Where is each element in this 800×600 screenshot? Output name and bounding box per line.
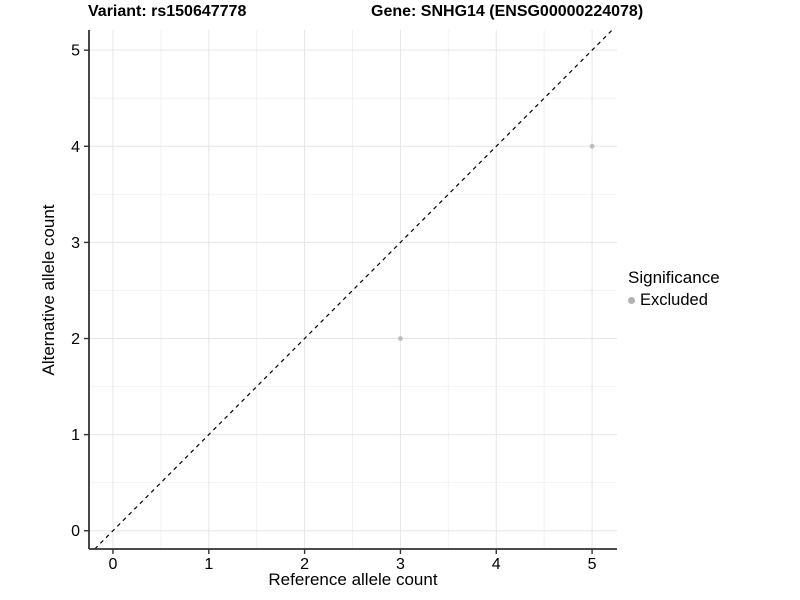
- legend-title: Significance: [628, 268, 720, 287]
- x-tick-label: 2: [300, 556, 309, 573]
- x-axis-label: Reference allele count: [268, 570, 438, 589]
- identity-line: [94, 29, 613, 550]
- data-point: [589, 143, 595, 149]
- data-point: [398, 336, 403, 341]
- y-tick-label: 5: [71, 43, 80, 60]
- plot-title-variant: Variant: rs150647778: [88, 3, 247, 20]
- legend-swatch-icon: [628, 297, 635, 304]
- x-tick-label: 5: [588, 556, 597, 573]
- y-tick-label: 2: [71, 331, 80, 348]
- y-tick-label: 4: [71, 139, 80, 156]
- x-tick-label: 1: [204, 556, 213, 573]
- x-tick-label: 4: [492, 556, 501, 573]
- x-tick-label: 0: [109, 556, 118, 573]
- x-tick-label: 3: [396, 556, 405, 573]
- y-tick-label: 1: [71, 427, 80, 444]
- legend: Significance Excluded: [628, 268, 720, 310]
- legend-items: Excluded: [628, 291, 720, 310]
- y-tick-label: 3: [71, 235, 80, 252]
- y-tick-label: 0: [71, 523, 80, 540]
- legend-item-label: Excluded: [640, 291, 708, 309]
- plot-title-gene: Gene: SNHG14 (ENSG00000224078): [371, 3, 644, 20]
- legend-item: Excluded: [628, 291, 720, 310]
- y-axis-label: Alternative allele count: [39, 204, 58, 376]
